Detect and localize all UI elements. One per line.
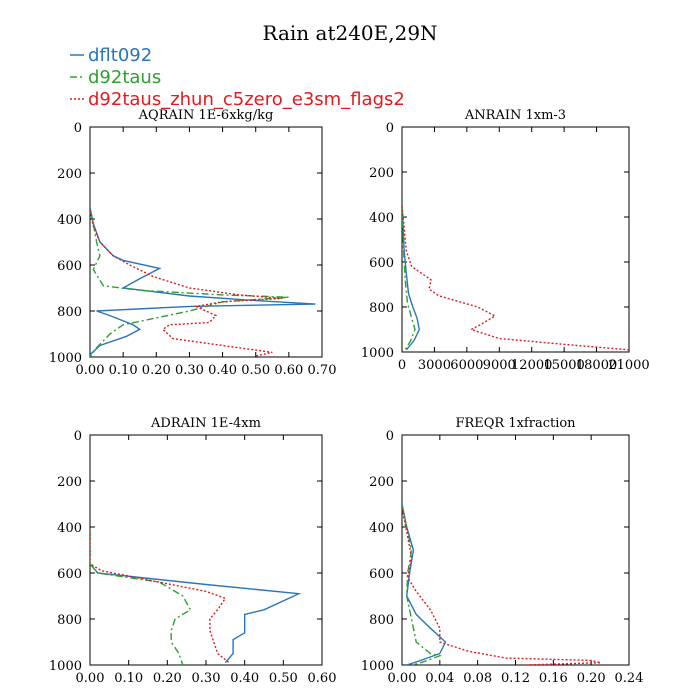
panel-1-title: ANRAIN 1xm-3 [464, 108, 566, 123]
panel-2-title: ADRAIN 1E-4xm [150, 416, 261, 431]
legend-entry-2: d92taus_zhun_c5zero_e3sm_flags2 [70, 89, 405, 110]
panel-2-xtick-label-1: 0.10 [114, 671, 143, 686]
panel-0: AQRAIN 1E-6xkg/kg 0.00 0.10 0.20 0.30 0.40 0.5… [49, 108, 337, 378]
panel-3-xtick-label-0: 0.00 [388, 671, 417, 686]
panel-0-xtick-label-3: 0.30 [175, 363, 204, 378]
panel-2-ytick-label-3: 600 [57, 567, 82, 582]
panel-2-ytick-label-2: 400 [57, 521, 82, 536]
panel-3-ytick-label-3: 600 [369, 567, 394, 582]
panel-3-xtick-label-5: 0.20 [577, 671, 606, 686]
panel-3: FREQR 1xfraction 0.00 0.04 0.08 0.12 0.16 0.20… [361, 416, 644, 686]
panel-1-xtick-label-3: 9000 [483, 358, 516, 373]
panel-1-series-2 [402, 205, 629, 351]
panel-1-xtick-label-2: 6000 [450, 358, 483, 373]
panel-3-xtick-label-4: 0.16 [539, 671, 568, 686]
panel-1-ytick-label-2: 400 [369, 211, 394, 226]
panels: AQRAIN 1E-6xkg/kg 0.00 0.10 0.20 0.30 0.40 0.5… [49, 108, 650, 686]
legend-label-2: d92taus_zhun_c5zero_e3sm_flags2 [88, 89, 405, 110]
panel-0-ytick-label-2: 400 [57, 213, 82, 228]
panel-0-xtick-label-7: 0.70 [308, 363, 337, 378]
panel-0-xtick-label-4: 0.40 [208, 363, 237, 378]
panel-3-ytick-label-2: 400 [369, 521, 394, 536]
legend-label-1: d92taus [88, 67, 161, 88]
panel-0-series-2 [90, 209, 283, 357]
panel-1-xtick-label-7: 21000 [608, 358, 649, 373]
panel-1-xtick-label-0: 0 [398, 358, 406, 373]
panel-3-series-0 [402, 503, 447, 665]
panel-3-title: FREQR 1xfraction [455, 416, 576, 431]
panel-3-xtick-label-1: 0.04 [425, 671, 454, 686]
panel-1-xtick-label-1: 3000 [418, 358, 451, 373]
panel-3-frame [401, 434, 630, 666]
panel-2-ytick-label-1: 200 [57, 475, 82, 490]
panel-2-xtick-label-4: 0.40 [230, 671, 259, 686]
legend-entry-0: dflt092 [70, 45, 152, 66]
panel-2-series-0 [90, 533, 302, 664]
panel-2-series-2 [90, 533, 230, 664]
panel-3-xtick-label-6: 0.24 [615, 671, 644, 686]
figure-title: Rain at240E,29N [262, 21, 437, 45]
panel-1-ytick-label-4: 800 [369, 301, 394, 316]
panel-0-frame [89, 126, 323, 358]
panel-2: ADRAIN 1E-4xm 0.00 0.10 0.20 0.30 0.40 0.50 0.6… [49, 416, 337, 686]
legend-label-0: dflt092 [88, 45, 152, 66]
legend-entry-1: d92taus [70, 67, 161, 88]
panel-1-ytick-label-3: 600 [369, 256, 394, 271]
panel-1-xtick-label-6: 18000 [576, 358, 617, 373]
panel-2-xtick-label-0: 0.00 [76, 671, 105, 686]
panel-0-ytick-label-0: 0 [74, 121, 82, 136]
panel-0-xtick-label-1: 0.10 [109, 363, 138, 378]
panel-1-series-1 [402, 205, 416, 351]
panel-3-ytick-label-0: 0 [386, 429, 394, 444]
panel-3-series-1 [402, 506, 443, 665]
panel-0-ytick-label-5: 1000 [49, 351, 82, 366]
panel-2-series-1 [90, 533, 192, 665]
legend: dflt092 d92taus d92taus_zhun_c5zero_e3sm… [70, 45, 405, 110]
panel-0-xtick-label-5: 0.50 [241, 363, 270, 378]
panel-2-xtick-label-3: 0.30 [192, 671, 221, 686]
panel-2-frame [89, 434, 323, 666]
panel-2-ytick-label-5: 1000 [49, 659, 82, 674]
panel-0-ytick-label-1: 200 [57, 167, 82, 182]
panel-1-xtick-label-4: 12000 [511, 358, 552, 373]
panel-0-ytick-label-3: 600 [57, 259, 82, 274]
panel-2-ytick-label-0: 0 [74, 429, 82, 444]
panel-3-xtick-label-2: 0.08 [463, 671, 492, 686]
panel-1-xtick-label-5: 15000 [543, 358, 584, 373]
panel-1-ytick-label-0: 0 [386, 121, 394, 136]
panel-0-series-0 [90, 207, 316, 356]
panel-3-ytick-label-1: 200 [369, 475, 394, 490]
panel-2-xtick-label-6: 0.60 [308, 671, 337, 686]
panel-0-ytick-label-4: 800 [57, 305, 82, 320]
panel-0-xtick-label-2: 0.20 [142, 363, 171, 378]
panel-0-series-1 [90, 209, 289, 357]
panel-2-xtick-label-5: 0.50 [269, 671, 298, 686]
panel-1: ANRAIN 1xm-30 3000 6000 9000120001500018000… [361, 108, 650, 373]
panel-3-ytick-label-4: 800 [369, 613, 394, 628]
panel-3-xtick-label-3: 0.12 [501, 671, 530, 686]
panel-1-ytick-label-5: 1000 [361, 346, 394, 361]
panel-0-xtick-label-6: 0.60 [274, 363, 303, 378]
panel-2-xtick-label-2: 0.20 [153, 671, 182, 686]
panel-3-ytick-label-5: 1000 [361, 659, 394, 674]
panel-1-ytick-label-1: 200 [369, 166, 394, 181]
panel-0-title: AQRAIN 1E-6xkg/kg [138, 108, 274, 123]
panel-1-frame [401, 126, 630, 353]
panel-2-ytick-label-4: 800 [57, 613, 82, 628]
panel-0-xtick-label-0: 0.00 [76, 363, 105, 378]
panel-3-series-2 [402, 508, 601, 665]
